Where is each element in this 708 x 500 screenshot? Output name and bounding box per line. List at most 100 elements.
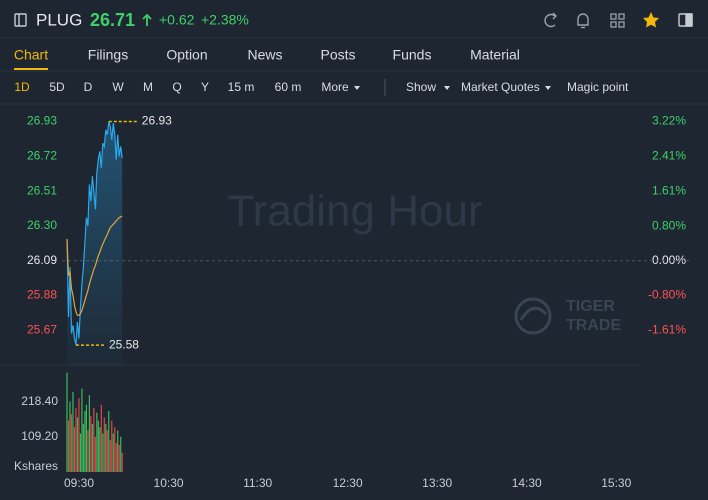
y2-tick-label: 0.80%: [652, 218, 686, 232]
toolbar-button[interactable]: Magic point: [567, 80, 629, 94]
volume-bar: [103, 417, 105, 472]
refresh-icon[interactable]: [544, 12, 557, 28]
watermark: Trading Hour: [227, 187, 482, 236]
volume-tick-label: 109.20: [21, 429, 58, 443]
volume-bar: [117, 430, 119, 472]
volume-bar: [108, 411, 110, 472]
period-button[interactable]: More: [321, 80, 349, 94]
volume-bar: [66, 372, 68, 472]
average-line: [66, 215, 123, 316]
tab[interactable]: Chart: [14, 47, 48, 63]
volume-bar: [99, 427, 101, 472]
y-tick-label: 26.51: [27, 183, 57, 197]
volume-bar: [115, 443, 117, 472]
volume-bar: [69, 401, 71, 472]
period-button[interactable]: 15 m: [228, 80, 255, 94]
period-button[interactable]: 5D: [49, 80, 65, 94]
volume-bar: [81, 388, 83, 472]
volume-bar: [88, 395, 90, 472]
period-button[interactable]: Y: [201, 80, 209, 94]
volume-bar: [120, 436, 122, 472]
period-button[interactable]: 60 m: [275, 80, 302, 94]
volume-bar: [105, 423, 107, 472]
volume-unit: Kshares: [14, 459, 58, 473]
volume-bar: [93, 407, 95, 472]
y2-tick-label: 2.41%: [652, 149, 686, 163]
y-tick-label: 25.88: [27, 288, 57, 302]
tab[interactable]: Funds: [393, 47, 432, 63]
change-percent: +2.38%: [201, 12, 249, 28]
sidebar-toggle-icon[interactable]: [14, 13, 27, 27]
dropdown-caret: [354, 86, 360, 90]
volume-bar: [106, 430, 108, 472]
arrow-up-icon: [142, 13, 152, 26]
period-button[interactable]: D: [84, 80, 93, 94]
x-tick-label: 14:30: [512, 476, 542, 490]
volume-bar: [96, 412, 98, 472]
period-button[interactable]: 1D: [14, 80, 30, 94]
apps-icon[interactable]: [610, 13, 625, 28]
x-tick-label: 10:30: [154, 476, 184, 490]
volume-tick-label: 218.40: [21, 394, 58, 408]
active-tab-indicator: [14, 68, 48, 70]
volume-bar: [90, 415, 92, 472]
x-tick-label: 15:30: [601, 476, 631, 490]
y2-tick-label: -0.80%: [648, 288, 686, 302]
volume-bar: [118, 444, 120, 472]
volume-bar: [114, 427, 116, 472]
tab[interactable]: Filings: [88, 47, 128, 63]
volume-bar: [97, 420, 99, 472]
y2-tick-label: -1.61%: [648, 323, 686, 337]
panel-icon[interactable]: [678, 13, 693, 27]
y-tick-label: 25.67: [27, 322, 57, 336]
price: 26.71: [90, 10, 135, 30]
volume-bar: [100, 404, 102, 472]
tab[interactable]: Posts: [320, 47, 355, 63]
logo-icon: [514, 297, 552, 335]
volume-bar: [109, 439, 111, 472]
volume-bar: [102, 433, 104, 472]
volume-bar: [91, 423, 93, 472]
volume-bar: [111, 420, 113, 472]
y2-tick-label: 0.00%: [652, 253, 686, 267]
y2-tick-label: 3.22%: [652, 114, 686, 128]
symbol: PLUG: [36, 10, 82, 29]
low-label: 25.58: [109, 337, 139, 351]
y-tick-label: 26.30: [27, 218, 57, 232]
tab[interactable]: Option: [166, 47, 207, 63]
change: +0.62: [159, 12, 195, 28]
y-tick-label: 26.72: [27, 149, 57, 163]
period-button[interactable]: Q: [172, 80, 181, 94]
price-line: [66, 121, 123, 346]
toolbar-button[interactable]: Market Quotes: [461, 80, 540, 94]
volume-bar: [121, 452, 123, 472]
volume-bar: [94, 436, 96, 472]
dropdown-caret: [545, 86, 551, 90]
x-tick-label: 13:30: [422, 476, 452, 490]
tab[interactable]: News: [247, 47, 282, 63]
volume-bar: [87, 430, 89, 472]
logo-text: TRADE: [566, 317, 621, 334]
bell-icon[interactable]: [577, 13, 589, 29]
period-button[interactable]: W: [112, 80, 124, 94]
volume-bar: [70, 414, 73, 472]
volume-bar: [72, 391, 74, 472]
volume-bar: [78, 398, 80, 472]
y-tick-label: 26.09: [27, 253, 57, 267]
y-tick-label: 26.93: [27, 114, 57, 128]
logo-text: TIGER: [566, 298, 615, 315]
y2-tick-label: 1.61%: [652, 183, 686, 197]
volume-bar: [84, 411, 86, 472]
volume-bar: [85, 404, 87, 472]
volume-bar: [79, 433, 82, 472]
volume-bar: [76, 417, 79, 472]
x-tick-label: 09:30: [64, 476, 94, 490]
period-button[interactable]: M: [143, 80, 153, 94]
volume-bar: [112, 433, 114, 472]
favorite-star-icon[interactable]: [643, 12, 659, 28]
volume-bar: [67, 420, 70, 472]
tab[interactable]: Material: [470, 47, 520, 63]
toolbar-button[interactable]: Show: [406, 80, 436, 94]
